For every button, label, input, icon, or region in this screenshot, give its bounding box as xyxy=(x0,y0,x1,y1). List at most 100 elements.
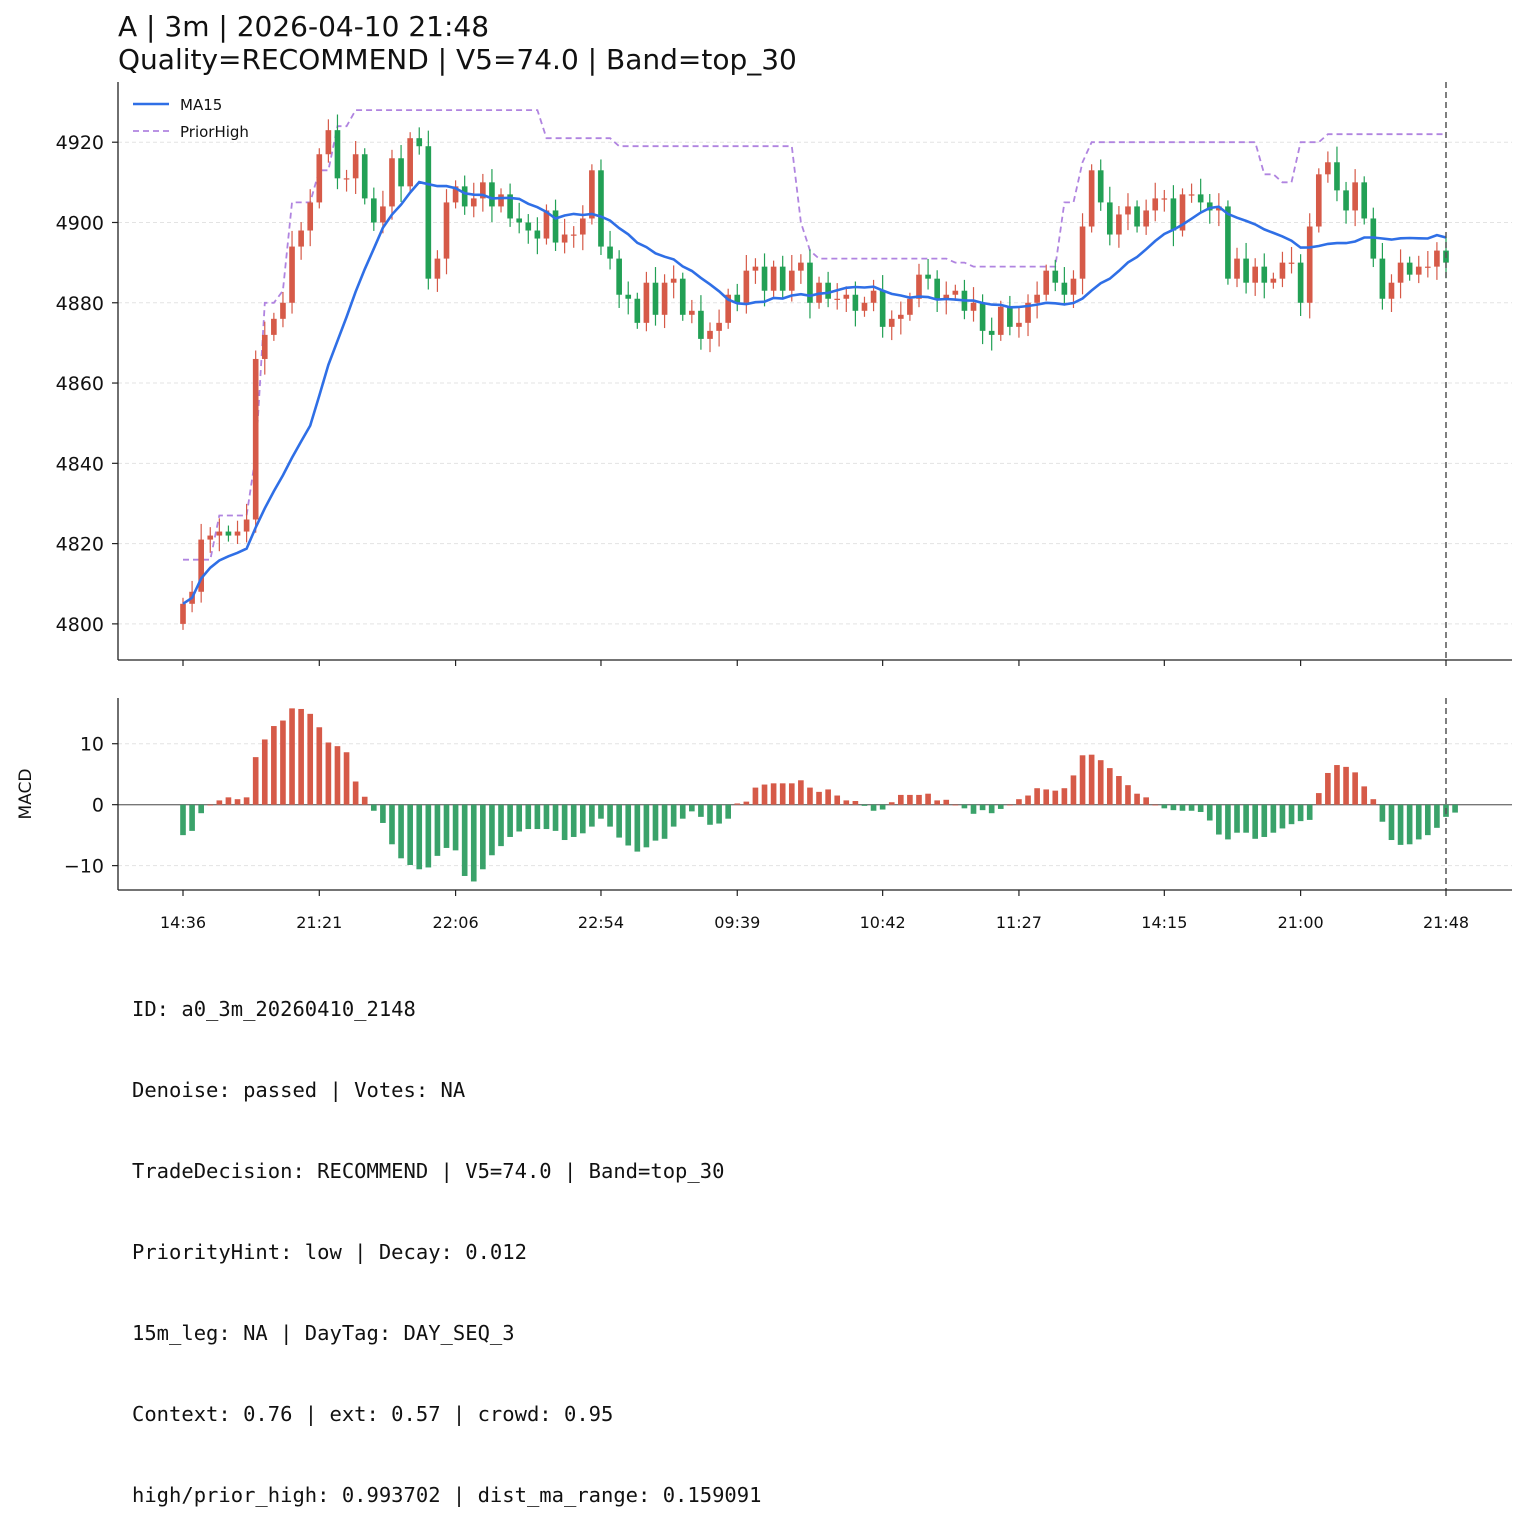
candle-body xyxy=(952,290,959,295)
info-line-priority: PriorityHint: low | Decay: 0.012 xyxy=(132,1240,527,1264)
macd-bar xyxy=(707,804,713,825)
macd-panel: −10 0 10 MACD xyxy=(16,698,1512,891)
macd-bar xyxy=(434,804,441,856)
macd-bar xyxy=(770,783,777,805)
x-tick-label: 21:48 xyxy=(1423,913,1469,932)
macd-bar xyxy=(843,800,850,805)
info-block: ID: a0_3m_20260410_2148 Denoise: passed … xyxy=(132,942,761,1536)
candle-body xyxy=(543,210,550,239)
macd-bar xyxy=(625,804,632,846)
candle-body xyxy=(1343,190,1349,211)
candle-body xyxy=(670,278,677,283)
candle-body xyxy=(1143,210,1149,227)
candle-body xyxy=(888,318,895,327)
candle-body xyxy=(416,138,423,147)
candle-body xyxy=(1234,258,1240,279)
candle-body xyxy=(243,519,250,532)
candle-body xyxy=(634,298,641,323)
macd-bar xyxy=(634,804,641,852)
price-ytick-label: 4820 xyxy=(56,534,104,556)
macd-bar xyxy=(1188,804,1195,811)
macd-bar xyxy=(1343,766,1349,805)
macd-bar xyxy=(343,752,350,805)
macd-bar xyxy=(852,801,859,805)
candle-body xyxy=(398,158,404,187)
macd-bar xyxy=(1397,804,1404,845)
macd-bar xyxy=(816,791,822,805)
candle-body xyxy=(1325,162,1331,175)
candle-body xyxy=(252,358,259,520)
candle-body xyxy=(1152,198,1159,211)
candle-body xyxy=(988,330,995,335)
candle-body xyxy=(434,258,441,279)
macd-bar xyxy=(1352,772,1358,805)
candle-body xyxy=(689,310,695,315)
macd-bar xyxy=(716,804,722,824)
macd-bar xyxy=(234,799,241,805)
candle-body xyxy=(1261,266,1268,283)
x-tick-label: 14:36 xyxy=(160,913,206,932)
candle-body xyxy=(1425,266,1431,268)
candle-body xyxy=(1352,182,1358,211)
macd-bar xyxy=(261,739,268,805)
macd-bar xyxy=(1070,775,1077,805)
candle-body xyxy=(852,294,859,311)
macd-bar xyxy=(761,784,768,805)
price-ytick-label: 4880 xyxy=(56,293,104,315)
candle-body xyxy=(1315,174,1322,227)
macd-bar xyxy=(1361,786,1368,805)
candle-body xyxy=(1379,258,1386,299)
info-line-denoise: Denoise: passed | Votes: NA xyxy=(132,1078,466,1102)
macd-bar xyxy=(1106,768,1113,805)
candle-body xyxy=(1361,182,1368,219)
macd-bar xyxy=(1325,772,1331,805)
price-ytick-label: 4800 xyxy=(56,614,104,636)
candle-body xyxy=(843,294,850,299)
macd-bar xyxy=(325,742,332,805)
macd-bar xyxy=(861,804,868,806)
macd-bar xyxy=(534,804,541,830)
macd-bar xyxy=(216,800,223,805)
candle-body xyxy=(743,270,750,303)
macd-bar xyxy=(616,804,622,838)
candle-body xyxy=(1179,194,1186,231)
macd-bar xyxy=(461,804,468,876)
macd-bar xyxy=(425,804,432,868)
macd-bar xyxy=(552,804,559,831)
macd-bar xyxy=(1061,788,1068,805)
chart-subtitle: Quality=RECOMMEND | V5=74.0 | Band=top_3… xyxy=(118,43,797,76)
legend: MA15 PriorHigh xyxy=(133,96,249,141)
price-ytick-label: 4860 xyxy=(56,373,104,395)
candle-body xyxy=(925,274,931,279)
candle-body xyxy=(343,178,350,180)
candle-body xyxy=(1406,262,1413,275)
macd-bar xyxy=(670,804,677,827)
candle-body xyxy=(725,294,731,323)
candle-body xyxy=(652,282,659,315)
candle-body xyxy=(407,138,413,187)
candle-body xyxy=(879,290,886,327)
candle-body xyxy=(280,302,286,319)
macd-ytick-label: 0 xyxy=(92,795,104,817)
macd-bar xyxy=(1279,804,1286,829)
candle-body xyxy=(1397,262,1404,283)
candle-body xyxy=(807,262,813,303)
macd-bar xyxy=(561,804,568,841)
macd-bar xyxy=(271,726,277,805)
macd-bar xyxy=(1315,793,1322,805)
candle-body xyxy=(934,278,940,299)
candle-body xyxy=(489,182,495,207)
info-line-trade-decision: TradeDecision: RECOMMEND | V5=74.0 | Ban… xyxy=(132,1159,725,1183)
candle-body xyxy=(216,531,223,536)
candle-body xyxy=(1088,170,1095,227)
macd-bar xyxy=(807,787,813,805)
candle-body xyxy=(225,531,232,536)
candle-body xyxy=(1125,206,1131,215)
candle-body xyxy=(1434,250,1440,267)
candle-body xyxy=(525,222,532,231)
candle-body xyxy=(607,246,613,259)
macd-bar xyxy=(1179,804,1186,811)
candle-body xyxy=(1279,262,1286,279)
candle-body xyxy=(325,130,332,155)
macd-bar xyxy=(525,804,532,830)
